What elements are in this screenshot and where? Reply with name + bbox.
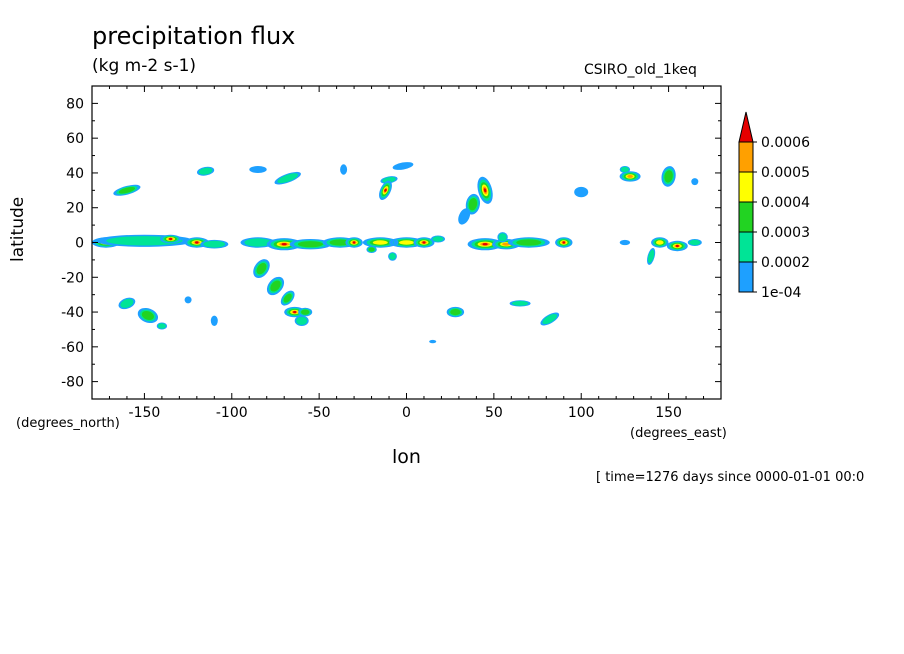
precip-contour-level-6 (482, 243, 488, 246)
y-axis-units: (degrees_north) (16, 416, 120, 431)
y-tick-label: 20 (66, 201, 84, 217)
precip-contour-level-1 (429, 339, 437, 344)
chart-title: precipitation flux (92, 22, 296, 50)
precip-contour-level-2 (120, 298, 134, 308)
x-tick-label: -150 (129, 405, 161, 421)
precip-contour-level-2 (277, 173, 299, 184)
precip-contour-level-5 (627, 174, 633, 178)
precip-contour-level-3 (118, 186, 136, 194)
precip-contour-level-6 (562, 241, 566, 244)
precip-contour-level-3 (516, 239, 542, 246)
colorbar: 1e-04 0.0002 0.0003 0.0004 0.0005 0.0006 (738, 111, 810, 301)
precip-contour-level-3 (301, 309, 310, 315)
precip-contour-level-2 (498, 233, 507, 242)
precip-contour-level-2 (157, 323, 166, 329)
colorbar-overflow-triangle (738, 111, 754, 143)
time-stamp: [ time=1276 days since 0000-01-01 00:0 (596, 470, 865, 485)
axes: -150 -100 -50 0 50 100 150 80 60 40 20 0 -20 -40 -60 -8… (61, 85, 721, 421)
y-tick-label: -20 (61, 270, 84, 286)
colorbar-swatch (738, 201, 754, 233)
precip-contour-level-6 (675, 244, 679, 248)
precip-contour-level-2 (432, 236, 444, 242)
precip-contour-level-4 (656, 240, 664, 245)
precip-contour-level-1 (691, 178, 699, 186)
precip-contour-level-3 (256, 262, 267, 275)
colorbar-label: 0.0004 (761, 195, 810, 211)
precip-contour-level-2 (198, 167, 213, 175)
precip-contour-level-3 (141, 311, 154, 320)
precip-contour-level-3 (450, 309, 461, 316)
x-axis-units: (degrees_east) (630, 426, 727, 441)
y-tick-label: 40 (66, 166, 84, 182)
precip-contour-level-1 (184, 296, 192, 304)
precip-contour-level-6 (384, 188, 387, 192)
precip-contour-level-6 (281, 243, 287, 246)
precip-contour-level-2 (647, 249, 655, 264)
precip-contour-level-5 (502, 242, 510, 246)
y-tick-label: 0 (75, 236, 84, 252)
precip-contour-level-6 (195, 241, 199, 244)
x-tick-label: 150 (655, 405, 682, 421)
precip-contour-level-2 (244, 238, 272, 247)
precip-contour-level-1 (458, 208, 471, 225)
precip-contour-level-2 (620, 166, 630, 173)
precip-contour-level-4 (399, 240, 414, 245)
precip-contour-level-3 (283, 293, 292, 303)
x-tick-label: -100 (216, 405, 248, 421)
colorbar-swatch (738, 171, 754, 203)
precip-contour-level-3 (297, 241, 323, 248)
y-tick-label: -60 (61, 340, 84, 356)
precip-contour-level-6 (422, 241, 426, 244)
x-tick-label: 100 (568, 405, 595, 421)
y-tick-label: -80 (61, 375, 84, 391)
precip-contour-level-3 (664, 170, 673, 183)
y-tick-label: 80 (66, 96, 84, 112)
precip-contour-level-2 (389, 253, 396, 260)
precip-contour-level-2 (511, 301, 529, 306)
precip-contour-level-2 (542, 313, 558, 325)
x-tick-label: -50 (308, 405, 331, 421)
chart-units: (kg m-2 s-1) (92, 56, 197, 76)
precip-contour-level-1 (210, 315, 218, 326)
precip-contour-level-1 (574, 186, 589, 198)
precip-field (92, 162, 702, 344)
precip-contour-level-2 (203, 240, 226, 248)
precip-contour-level-3 (368, 247, 375, 252)
precip-contour-level-6 (483, 188, 487, 193)
colorbar-swatch (738, 231, 754, 263)
x-tick-label: 50 (485, 405, 503, 421)
x-tick-label: 0 (402, 405, 411, 421)
colorbar-swatch (738, 141, 754, 173)
precip-contour-level-2 (382, 176, 396, 183)
precip-contour-level-3 (270, 280, 281, 292)
x-axis-label: lon (392, 446, 421, 468)
precip-contour-level-1 (249, 166, 267, 173)
model-name: CSIRO_old_1keq (584, 62, 697, 78)
precip-contour-level-1 (340, 164, 348, 175)
colorbar-label: 0.0002 (761, 255, 810, 271)
precip-contour-level-2 (296, 316, 308, 325)
colorbar-label: 0.0006 (761, 135, 810, 151)
precip-contour-level-3 (329, 239, 351, 246)
colorbar-swatch (738, 261, 754, 293)
precip-contour-level-6 (169, 237, 173, 241)
precip-contour-level-6 (352, 241, 356, 244)
colorbar-label: 0.0005 (761, 165, 810, 181)
precip-contour-level-2 (689, 239, 701, 246)
precip-contour-level-1 (619, 239, 631, 246)
precip-contour-level-3 (468, 197, 478, 211)
y-tick-label: 60 (66, 131, 84, 147)
precip-contour-level-1 (393, 239, 399, 246)
precip-contour-level-1 (392, 162, 414, 170)
colorbar-label: 0.0003 (761, 225, 810, 241)
precip-contour-level-4 (372, 240, 388, 245)
colorbar-label: 1e-04 (761, 285, 801, 301)
y-tick-label: -40 (61, 305, 84, 321)
precip-contour-level-6 (293, 310, 297, 314)
